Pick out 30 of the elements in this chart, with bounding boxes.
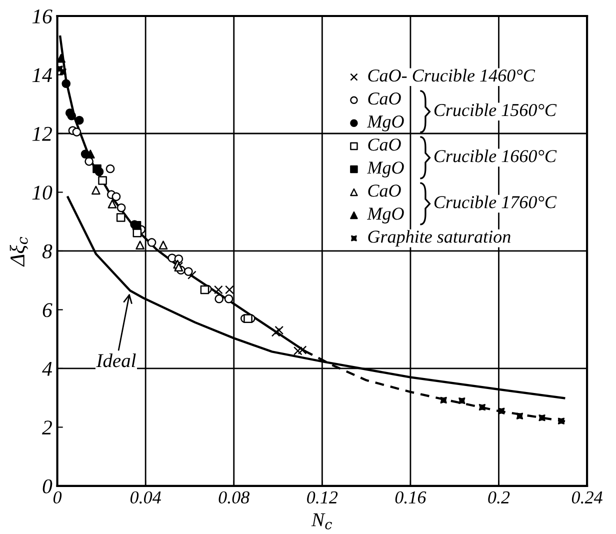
- y-tick-label: 16: [32, 9, 52, 24]
- legend-label: CaO: [368, 92, 401, 105]
- x-axis-title: N$_{c}$: [311, 513, 332, 530]
- annotation: Crucible 1760°C: [434, 196, 557, 208]
- x-tick-label: 0.08: [218, 491, 250, 504]
- legend-label: CaO- Crucible 1460°C: [368, 68, 536, 82]
- y-tick-label: 0: [42, 479, 52, 494]
- x-tick-label: 0.04: [130, 491, 161, 504]
- y-axis-title: Δξ$_{c}$: [10, 236, 28, 267]
- legend-label: MgO: [366, 116, 404, 132]
- y-tick-label: 8: [42, 244, 52, 258]
- y-tick-label: 14: [32, 68, 52, 82]
- annotation: Crucible 1660°C: [434, 150, 557, 162]
- legend-label: Graphite saturation: [368, 230, 510, 246]
- legend-label: MgO: [366, 208, 404, 224]
- x-tick-label: 0.16: [395, 491, 426, 504]
- x-tick-label: 0.2: [488, 491, 510, 504]
- y-tick-label: 6: [42, 303, 52, 318]
- x-tick-label: 0.12: [307, 491, 338, 504]
- legend-label: MgO: [366, 162, 404, 178]
- x-tick-label: 0: [53, 491, 62, 504]
- legend-label: CaO: [368, 138, 401, 151]
- y-tick-label: 10: [32, 186, 52, 200]
- annotation: Crucible 1560°C: [434, 103, 557, 116]
- x-tick-label: 0.24: [572, 491, 602, 504]
- y-tick-label: 4: [42, 362, 52, 376]
- y-tick-label: 12: [32, 126, 52, 141]
- y-tick-label: 2: [42, 420, 52, 434]
- legend-label: CaO: [368, 184, 401, 197]
- annotation: Ideal: [96, 354, 136, 368]
